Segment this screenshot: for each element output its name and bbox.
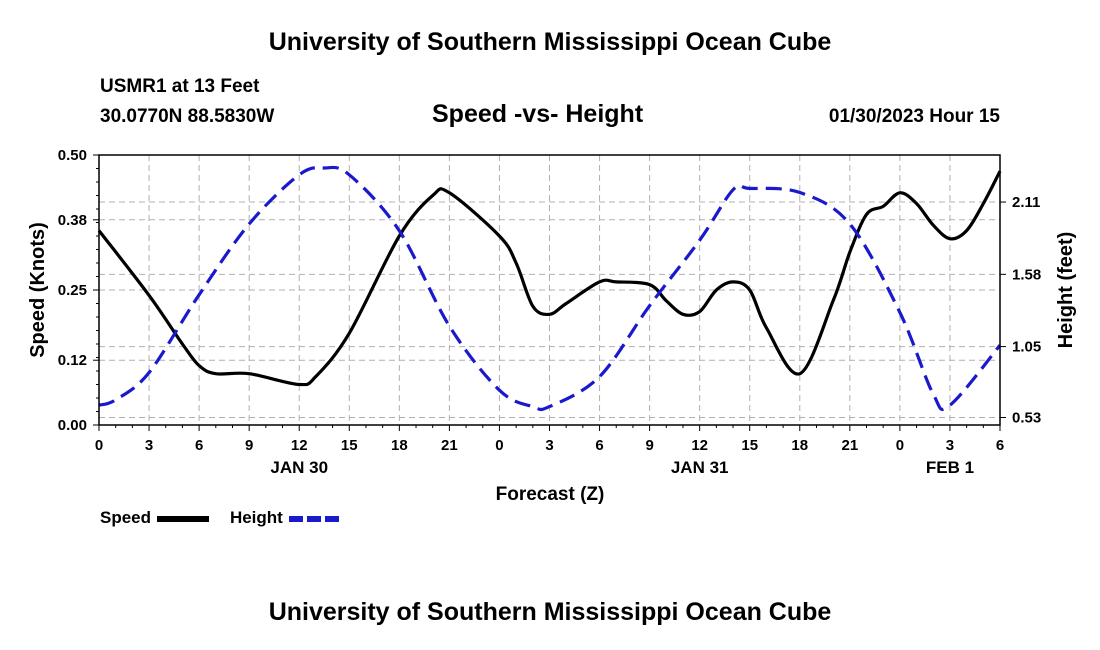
date-label: JAN 31 bbox=[671, 458, 729, 477]
y-axis-title: Speed (Knots) bbox=[27, 222, 49, 358]
x-tick-label: 0 bbox=[95, 437, 103, 454]
date-label: JAN 30 bbox=[270, 458, 328, 477]
y2-axis-title: Height (feet) bbox=[1055, 232, 1077, 349]
x-tick-label: 12 bbox=[291, 437, 308, 454]
coordinates-label: 30.0770N 88.5830W bbox=[100, 106, 275, 127]
y-tick-label: 0.50 bbox=[58, 147, 87, 164]
date-label: FEB 1 bbox=[926, 458, 974, 477]
x-tick-label: 15 bbox=[341, 437, 358, 454]
y-tick-label: 0.25 bbox=[58, 282, 87, 299]
height-series-line bbox=[98, 165, 1002, 412]
x-tick-label: 0 bbox=[495, 437, 503, 454]
y2-tick-label: 1.05 bbox=[1012, 339, 1041, 356]
page-title: University of Southern Mississippi Ocean… bbox=[268, 28, 832, 56]
x-tick-label: 0 bbox=[896, 437, 904, 454]
y2-tick-label: 1.58 bbox=[1012, 266, 1041, 283]
legend-height-swatch bbox=[289, 515, 342, 522]
axes-layer: 0 3 6 9 12 15 18 21 0 3 6 9 12 15 18 21 0 3 6 JAN 30 JAN 31 F… bbox=[27, 147, 1077, 505]
x-tick-label: 9 bbox=[645, 437, 653, 454]
x-axis-title: Forecast (Z) bbox=[496, 484, 605, 505]
x-tick-label: 3 bbox=[145, 437, 153, 454]
x-tick-label: 6 bbox=[996, 437, 1004, 454]
grid-layer bbox=[99, 154, 1000, 425]
y2-tick-label: 2.11 bbox=[1012, 194, 1040, 211]
x-tick-label: 3 bbox=[545, 437, 553, 454]
series-layer bbox=[97, 165, 1002, 412]
station-label: USMR1 at 13 Feet bbox=[100, 76, 260, 97]
x-tick-label: 6 bbox=[595, 437, 603, 454]
legend-speed-swatch bbox=[157, 515, 210, 522]
datetime-label: 01/30/2023 Hour 15 bbox=[828, 106, 1000, 127]
legend-height-label: Height bbox=[229, 508, 283, 527]
x-tick-label: 9 bbox=[245, 437, 253, 454]
x-tick-label: 21 bbox=[441, 437, 458, 454]
x-tick-label: 12 bbox=[691, 437, 708, 454]
x-tick-label: 21 bbox=[841, 437, 858, 454]
y-tick-label: 0.38 bbox=[58, 212, 87, 229]
speed-series-line bbox=[97, 170, 1002, 387]
speed-height-chart: 0 3 6 9 12 15 18 21 0 3 6 9 12 15 18 21 0 3 6 JAN 30 JAN 31 F… bbox=[27, 147, 1077, 505]
x-tick-label: 3 bbox=[946, 437, 954, 454]
y-tick-label: 0.00 bbox=[58, 417, 87, 434]
x-tick-label: 15 bbox=[741, 437, 758, 454]
x-tick-label: 18 bbox=[391, 437, 408, 454]
legend: Speed Height bbox=[100, 508, 342, 530]
x-tick-label: 18 bbox=[791, 437, 808, 454]
chart-subtitle: Speed -vs- Height bbox=[432, 100, 644, 128]
x-tick-label: 6 bbox=[195, 437, 203, 454]
legend-speed-label: Speed bbox=[100, 508, 152, 527]
y2-tick-label: 0.53 bbox=[1012, 410, 1041, 427]
footer-title: University of Southern Mississippi Ocean… bbox=[268, 598, 832, 626]
y-tick-label: 0.12 bbox=[58, 352, 87, 369]
